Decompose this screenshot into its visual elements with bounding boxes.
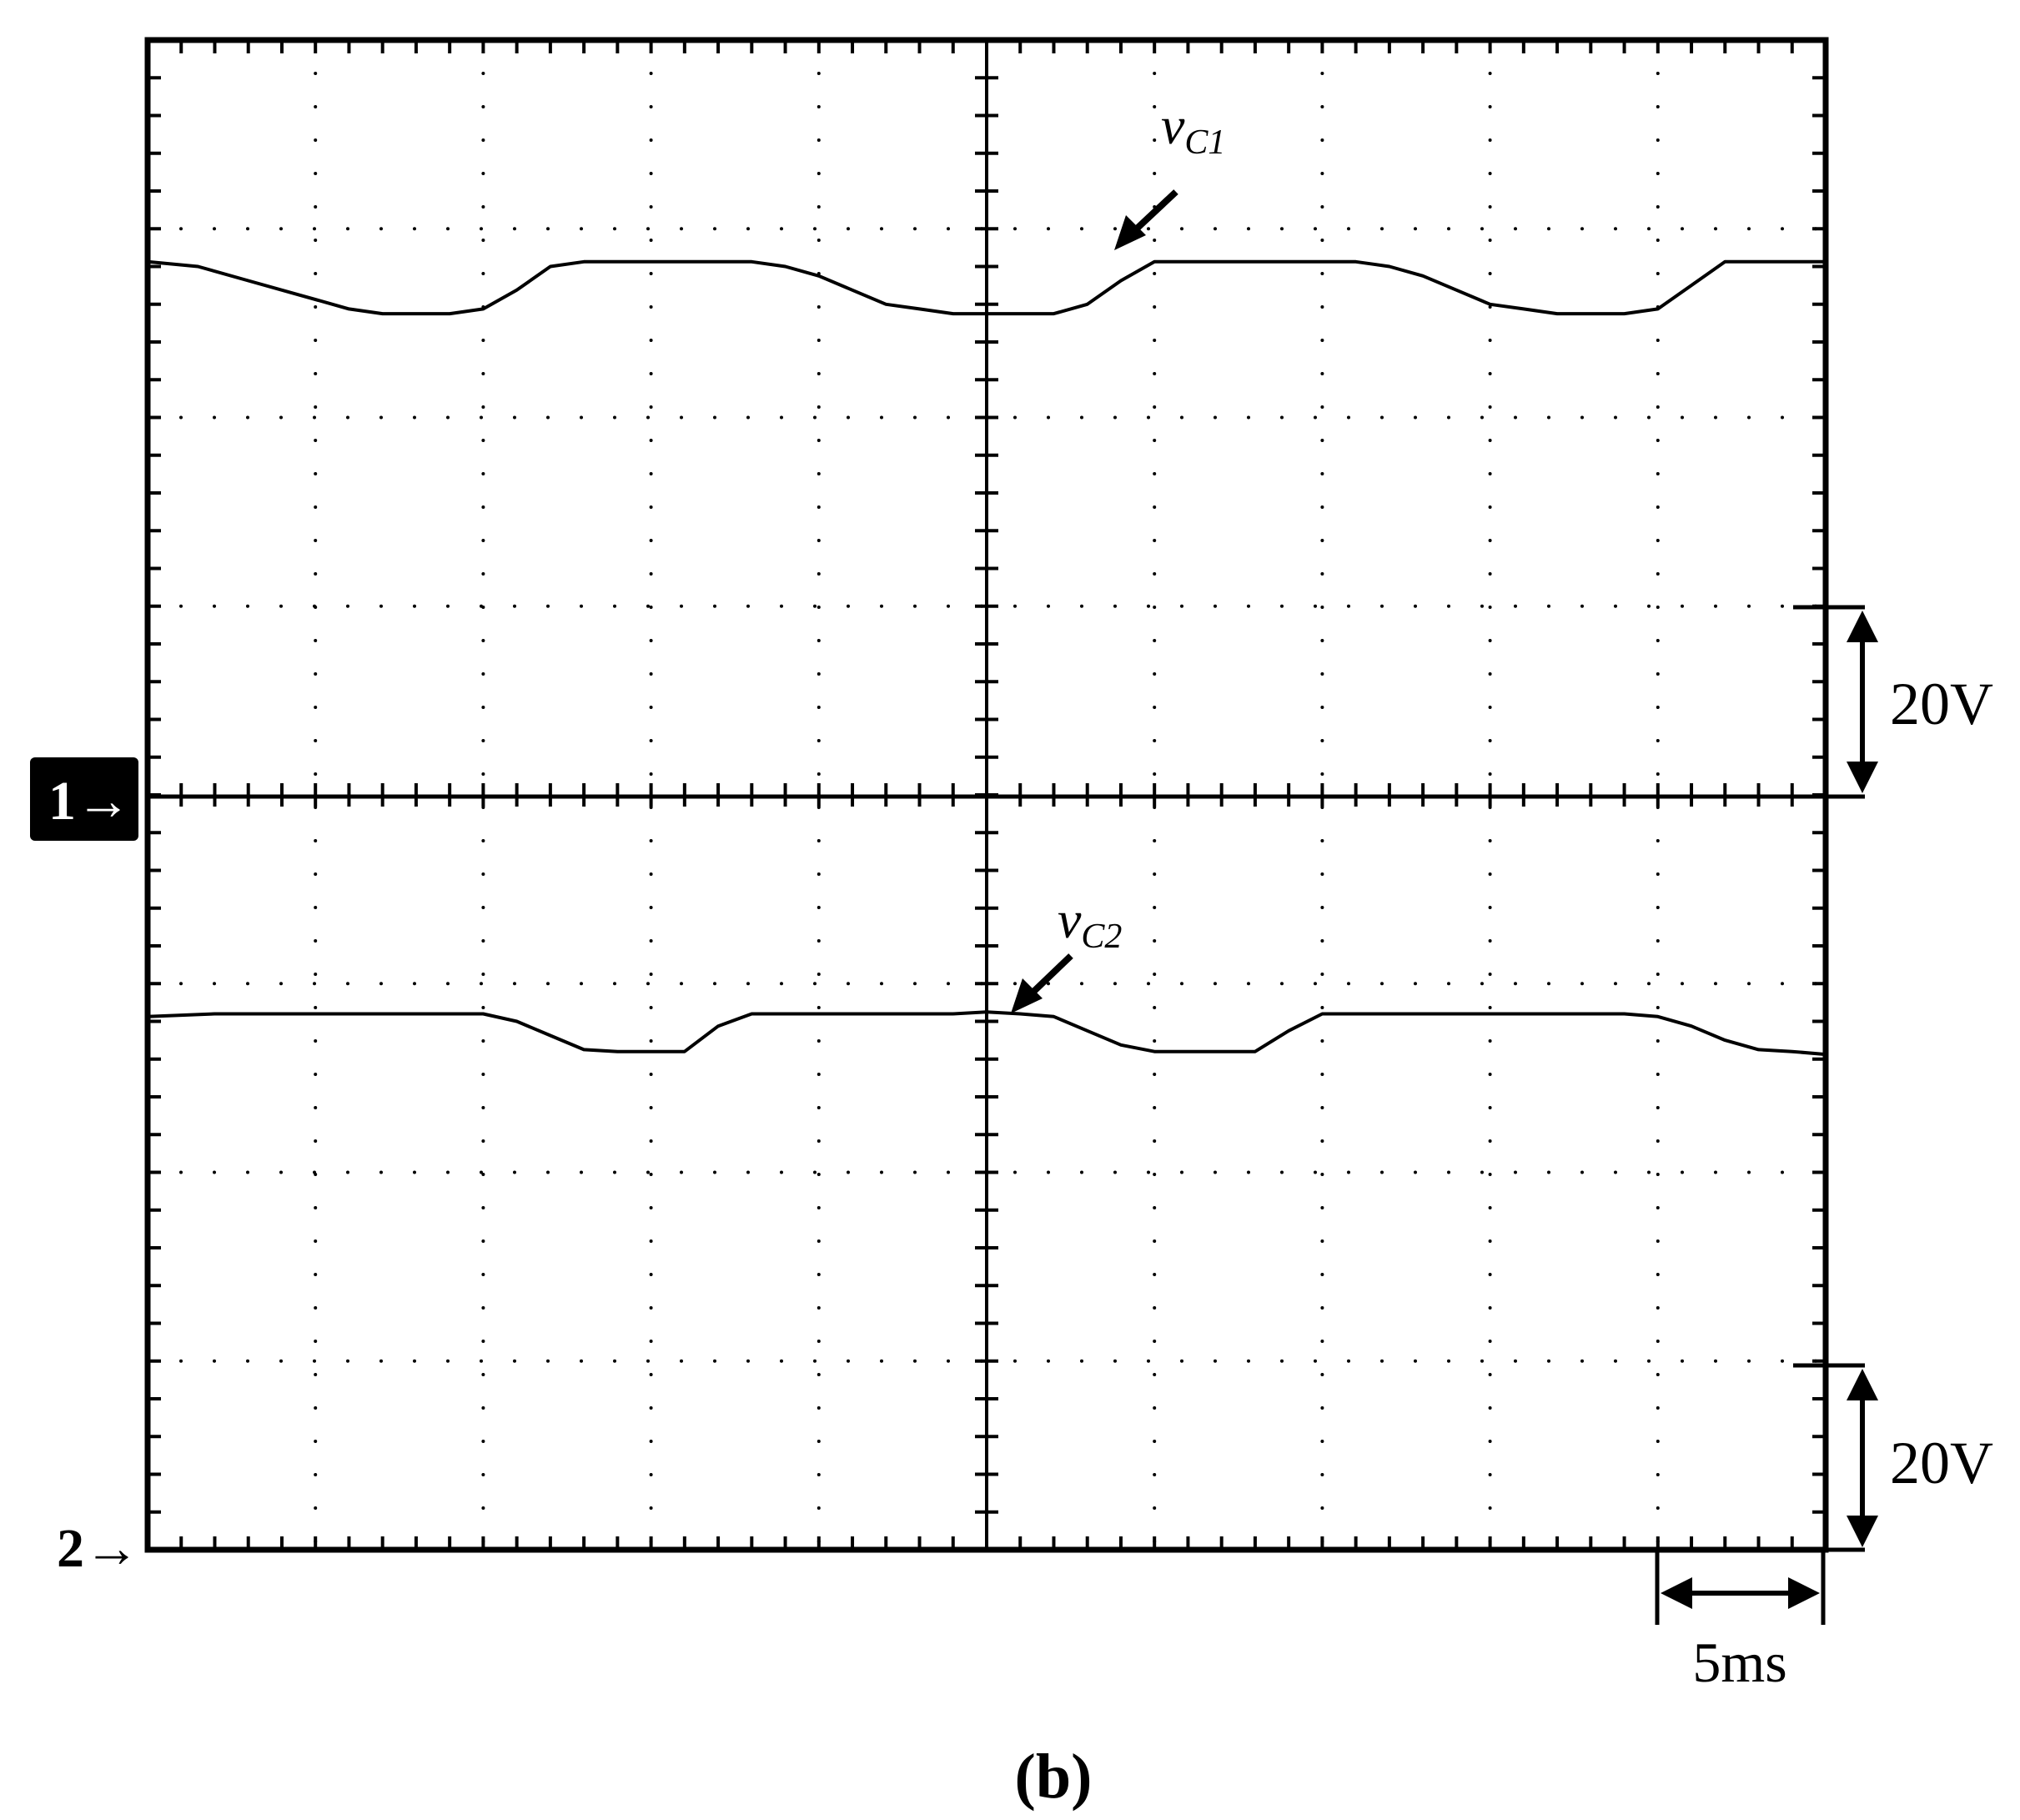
trace-vc1 bbox=[147, 259, 1826, 316]
time-scale-arrow-left bbox=[1661, 1577, 1692, 1609]
channel-1-marker-box bbox=[30, 757, 138, 841]
volts-scale-2-label: 20V bbox=[1890, 1430, 1993, 1496]
svg-text:vC1: vC1 bbox=[1161, 96, 1225, 162]
vc2-label-main: v bbox=[1058, 890, 1082, 949]
vc1-label-sub: C1 bbox=[1184, 123, 1225, 162]
vc1-annotation: vC1 bbox=[1114, 96, 1225, 250]
channel-2-number: 2 bbox=[57, 1518, 84, 1579]
volts-scale-indicator-2: 20V bbox=[1793, 1363, 1993, 1552]
volts-scale-1-arrow-up bbox=[1847, 611, 1878, 642]
time-scale-arrow-right bbox=[1788, 1577, 1820, 1609]
vc2-arrow-head bbox=[1011, 978, 1043, 1013]
vc2-arrow-shaft bbox=[1030, 953, 1073, 995]
volts-scale-indicator-1: 20V bbox=[1793, 605, 1993, 793]
time-scale-indicator: 5ms bbox=[1655, 1550, 1826, 1694]
volts-scale-1-arrow-down bbox=[1847, 762, 1878, 793]
svg-text:vC2: vC2 bbox=[1058, 890, 1122, 956]
vc2-label-sub: C2 bbox=[1081, 918, 1122, 956]
channel-1-marker: 1→ bbox=[30, 757, 138, 841]
svg-text:1→: 1→ bbox=[48, 771, 131, 832]
figure-caption: (b) bbox=[1015, 1742, 1093, 1812]
vc1-label-main: v bbox=[1161, 96, 1185, 155]
trace-vc2 bbox=[147, 1010, 1827, 1057]
vc1-arrow-head bbox=[1114, 215, 1146, 250]
vc1-arrow-shaft bbox=[1133, 189, 1178, 232]
trace-layer bbox=[147, 259, 1827, 1057]
volts-scale-2-arrow-up bbox=[1847, 1369, 1878, 1400]
channel-2-arrow: → bbox=[84, 1518, 139, 1579]
channel-2-marker: 2→ bbox=[57, 1518, 139, 1579]
vc2-annotation: vC2 bbox=[1011, 890, 1122, 1013]
volts-scale-1-label: 20V bbox=[1890, 671, 1993, 737]
time-scale-label: 5ms bbox=[1692, 1631, 1786, 1694]
channel-1-number: 1 bbox=[48, 771, 76, 832]
volts-scale-2-arrow-down bbox=[1847, 1516, 1878, 1547]
svg-text:2→: 2→ bbox=[57, 1518, 139, 1579]
channel-1-arrow: → bbox=[76, 771, 131, 832]
